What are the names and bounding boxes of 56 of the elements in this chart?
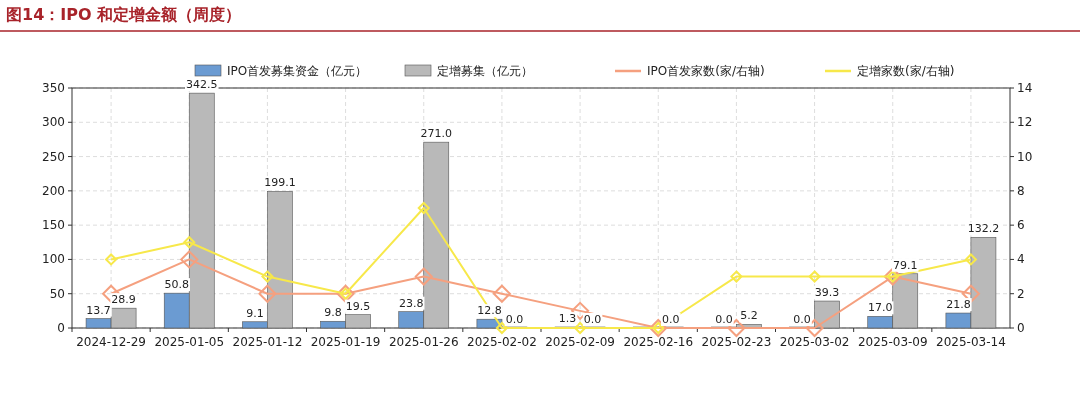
data-label: 271.0 bbox=[420, 127, 453, 141]
data-label: 79.1 bbox=[893, 258, 918, 272]
data-label: 28.9 bbox=[111, 293, 136, 307]
y2-tick-label: 10 bbox=[1017, 149, 1033, 164]
data-label: 50.8 bbox=[164, 278, 189, 292]
y-tick-label: 150 bbox=[42, 218, 65, 233]
legend-label: 定增家数(家/右轴) bbox=[857, 64, 955, 78]
data-label: 9.8 bbox=[324, 306, 342, 320]
x-tick-label: 2025-01-12 bbox=[232, 335, 303, 349]
data-label: 13.7 bbox=[86, 303, 111, 317]
x-tick-label: 2025-02-16 bbox=[623, 335, 694, 349]
x-tick-label: 2025-02-23 bbox=[701, 335, 772, 349]
y-tick-label: 0 bbox=[57, 321, 65, 335]
y-tick-label: 50 bbox=[49, 286, 65, 301]
x-tick-label: 2025-01-19 bbox=[310, 335, 381, 349]
y2-tick-label: 14 bbox=[1017, 81, 1033, 95]
data-label: 0.0 bbox=[662, 313, 680, 326]
data-label: 0.0 bbox=[715, 313, 733, 326]
y2-tick-label: 4 bbox=[1017, 252, 1025, 267]
data-label: 132.2 bbox=[967, 222, 1000, 236]
x-tick-label: 2024-12-29 bbox=[76, 335, 146, 349]
data-label: 21.8 bbox=[946, 298, 971, 312]
y2-tick-label: 8 bbox=[1017, 183, 1025, 198]
y-tick-label: 250 bbox=[42, 149, 65, 164]
chart-title: 图14：IPO 和定增金额（周度） bbox=[6, 5, 242, 24]
data-label: 342.5 bbox=[186, 78, 218, 92]
data-label: 199.1 bbox=[264, 176, 296, 190]
x-tick-label: 2025-03-09 bbox=[857, 335, 928, 349]
x-tick-label: 2025-02-02 bbox=[467, 335, 537, 349]
y-tick-label: 300 bbox=[42, 115, 65, 130]
data-label: 0.0 bbox=[583, 313, 602, 326]
y-tick-label: 200 bbox=[42, 183, 65, 198]
y-tick-label: 100 bbox=[42, 252, 65, 267]
x-tick-label: 2025-01-05 bbox=[154, 335, 225, 349]
legend-label: IPO首发家数(家/右轴) bbox=[647, 64, 765, 78]
data-label: 17.0 bbox=[867, 301, 893, 315]
y2-tick-label: 0 bbox=[1017, 321, 1025, 335]
x-tick-label: 2025-03-02 bbox=[779, 335, 850, 349]
legend-label: 定增募集（亿元） bbox=[437, 64, 533, 78]
data-label: 39.3 bbox=[814, 286, 840, 300]
data-label: 9.1 bbox=[246, 306, 264, 320]
y2-tick-label: 2 bbox=[1017, 286, 1025, 301]
data-label: 23.8 bbox=[398, 296, 424, 310]
x-tick-label: 2025-03-14 bbox=[936, 335, 1006, 349]
data-label: 0.0 bbox=[793, 313, 811, 326]
x-tick-label: 2025-01-26 bbox=[388, 335, 459, 349]
data-label: 19.5 bbox=[345, 299, 371, 313]
data-label: 0.0 bbox=[505, 313, 524, 326]
data-label: 5.2 bbox=[740, 309, 758, 323]
x-tick-label: 2025-02-09 bbox=[545, 335, 615, 349]
data-label: 1.3 bbox=[558, 312, 577, 326]
y-tick-label: 350 bbox=[42, 81, 65, 95]
y2-tick-label: 6 bbox=[1017, 218, 1025, 233]
y2-tick-label: 12 bbox=[1017, 115, 1033, 130]
legend-label: IPO首发募集资金（亿元） bbox=[227, 64, 368, 78]
data-label: 12.8 bbox=[477, 304, 502, 318]
